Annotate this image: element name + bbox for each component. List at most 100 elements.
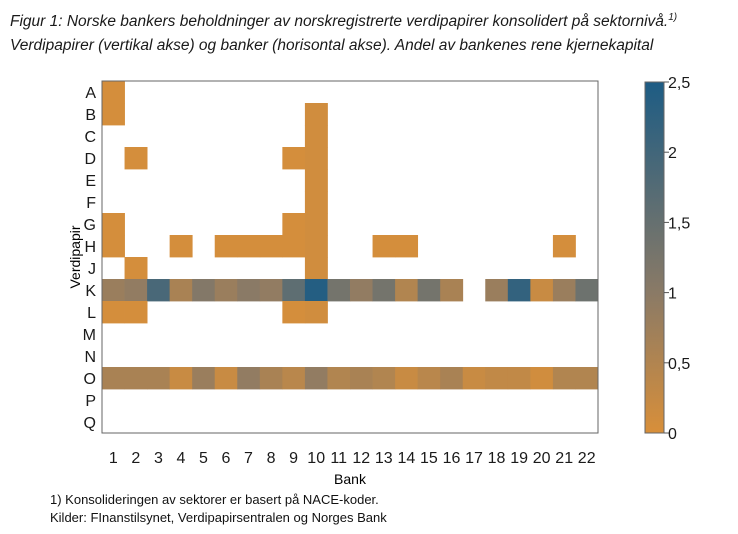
- x-tick-label: 19: [510, 450, 528, 467]
- heatmap-cell: [237, 279, 261, 302]
- x-tick-label: 1: [109, 450, 118, 467]
- heatmap-cell: [304, 213, 328, 236]
- heatmap-cell: [304, 103, 328, 126]
- heatmap-cell: [530, 367, 554, 390]
- x-tick-label: 12: [352, 450, 370, 467]
- heatmap-cell: [304, 147, 328, 170]
- heatmap-cell: [372, 235, 396, 258]
- heatmap-cell: [462, 367, 486, 390]
- heatmap-cell: [214, 367, 238, 390]
- heatmap-cell: [237, 367, 261, 390]
- heatmap-cell: [282, 213, 306, 236]
- x-tick-label: 22: [578, 450, 596, 467]
- heatmap-cell: [327, 279, 351, 302]
- colorbar-tick-label: 0,5: [668, 356, 690, 373]
- heatmap-cell: [304, 191, 328, 214]
- heatmap-cell: [147, 279, 171, 302]
- heatmap-cell: [102, 213, 125, 236]
- y-tick-label: A: [85, 85, 96, 102]
- y-tick-label: L: [87, 305, 96, 322]
- heatmap-cell: [214, 279, 238, 302]
- heatmap-cell: [304, 257, 328, 280]
- x-tick-label: 11: [330, 450, 347, 467]
- y-tick-label: D: [84, 151, 96, 168]
- heatmap-cell: [575, 367, 599, 390]
- heatmap-cell: [372, 279, 396, 302]
- heatmap-cell: [192, 279, 216, 302]
- x-tick-label: 2: [131, 450, 140, 467]
- colorbar-tick-label: 0: [668, 426, 677, 443]
- heatmap-cell: [417, 279, 441, 302]
- y-axis-label: Verdipapir: [67, 225, 83, 288]
- colorbar-tick-label: 1: [668, 286, 677, 303]
- x-axis-ticks: 1 2 3 4 5 6 7 8 9 10 11 12 13 14 15 16 17 18 19 20 21 22: [109, 450, 596, 467]
- heatmap-cell: [440, 367, 464, 390]
- heatmap-cell: [304, 125, 328, 148]
- x-tick-label: 20: [533, 450, 551, 467]
- heatmap-cell: [282, 279, 306, 302]
- heatmap-cell: [124, 147, 148, 170]
- heatmap-cell: [237, 235, 261, 258]
- heatmap-cell: [552, 235, 576, 258]
- heatmap-cell: [169, 235, 193, 258]
- heatmap-cell: [350, 367, 373, 390]
- heatmap-cell: [124, 257, 148, 280]
- heatmap-cell: [259, 367, 283, 390]
- colorbar: [644, 81, 665, 434]
- heatmap-cell: [282, 147, 306, 170]
- y-tick-label: J: [88, 261, 96, 278]
- colorbar-tick-label: 2: [668, 145, 677, 162]
- heatmap-cell: [440, 279, 464, 302]
- y-tick-label: O: [84, 371, 96, 388]
- heatmap-cell: [530, 279, 554, 302]
- footnote: 1) Konsolideringen av sektorer er basert…: [50, 492, 379, 507]
- x-tick-label: 17: [465, 450, 483, 467]
- figure-title: Figur 1: Norske bankers beholdninger av …: [10, 6, 738, 58]
- x-tick-label: 15: [420, 450, 438, 467]
- heatmap-cell: [102, 235, 125, 258]
- y-tick-label: N: [84, 349, 96, 366]
- heatmap-cell: [395, 279, 419, 302]
- heatmap-cell: [507, 367, 531, 390]
- y-tick-label: P: [85, 393, 96, 410]
- heatmap-cell: [214, 235, 238, 258]
- heatmap-cell: [169, 279, 193, 302]
- heatmap-cell: [102, 279, 125, 302]
- x-tick-label: 4: [176, 450, 185, 467]
- heatmap-cell: [507, 279, 531, 302]
- x-tick-label: 3: [154, 450, 163, 467]
- heatmap-cell: [124, 367, 148, 390]
- heatmap-cell: [372, 367, 396, 390]
- heatmap-cell: [102, 367, 125, 390]
- x-tick-label: 5: [199, 450, 208, 467]
- heatmap-cell: [102, 81, 125, 104]
- y-tick-label: F: [86, 195, 96, 212]
- heatmap-cell: [259, 235, 283, 258]
- heatmap-cell: [304, 235, 328, 258]
- x-tick-label: 9: [289, 450, 298, 467]
- y-tick-label: K: [85, 283, 96, 300]
- heatmap-cell: [304, 301, 328, 324]
- title-footnote-mark: 1): [668, 12, 678, 23]
- heatmap-cell: [124, 279, 148, 302]
- x-axis-label: Bank: [334, 471, 367, 487]
- heatmap-cell: [102, 103, 125, 126]
- x-tick-label: 7: [244, 450, 253, 467]
- heatmap-cell: [282, 301, 306, 324]
- heatmap-cell: [147, 367, 171, 390]
- heatmap-cell: [304, 169, 328, 192]
- x-tick-label: 18: [488, 450, 506, 467]
- y-tick-label: B: [85, 107, 96, 124]
- y-tick-label: H: [84, 239, 96, 256]
- colorbar-ticks: 0 0,5 1 1,5 2 2,5: [664, 75, 690, 443]
- x-tick-label: 13: [375, 450, 393, 467]
- y-tick-label: Q: [84, 415, 96, 432]
- heatmap-cell: [395, 367, 419, 390]
- heatmap-cell: [124, 301, 148, 324]
- x-tick-label: 21: [555, 450, 573, 467]
- heatmap-cell: [350, 279, 373, 302]
- y-tick-label: E: [85, 173, 96, 190]
- heatmap-cell: [282, 367, 306, 390]
